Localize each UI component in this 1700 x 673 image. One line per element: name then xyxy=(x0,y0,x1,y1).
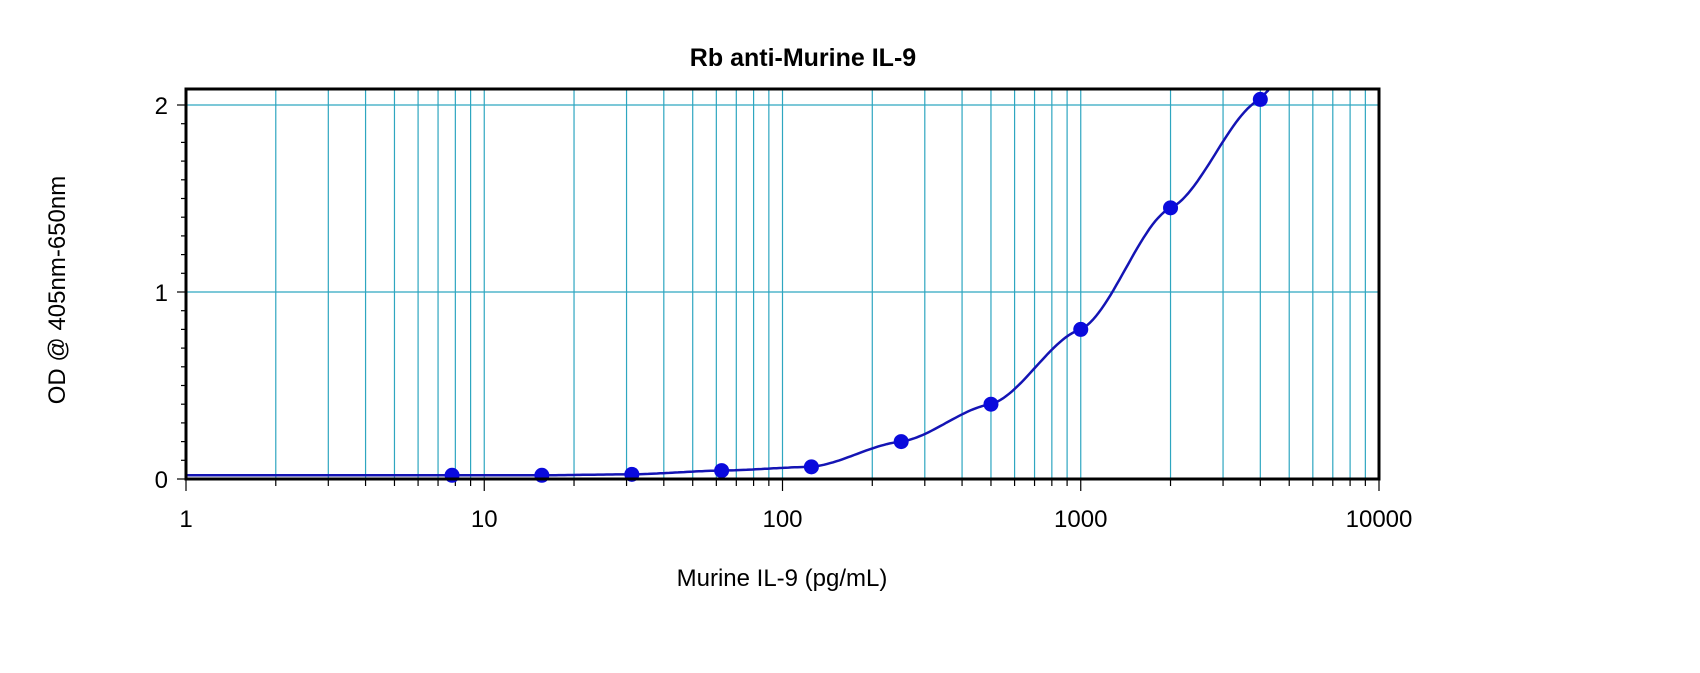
data-point xyxy=(983,396,999,412)
data-point xyxy=(444,467,460,483)
x-tick-label: 1 xyxy=(179,506,192,533)
fit-curve xyxy=(186,89,1270,477)
data-point xyxy=(893,434,909,450)
data-point xyxy=(534,467,550,483)
y-axis-label: OD @ 405nm-650nm xyxy=(44,176,71,404)
y-tick-label: 1 xyxy=(155,280,168,307)
x-tick-label: 10000 xyxy=(1346,506,1413,533)
x-tick-label: 100 xyxy=(762,506,802,533)
data-point xyxy=(714,463,730,479)
y-tick-label: 2 xyxy=(155,93,168,120)
data-point xyxy=(803,459,819,475)
chart-title: Rb anti-Murine IL-9 xyxy=(690,44,916,72)
data-point xyxy=(1252,91,1268,107)
curve-layer xyxy=(186,89,1270,477)
y-tick-label: 0 xyxy=(155,467,168,494)
data-point xyxy=(1163,200,1179,216)
grid-layer xyxy=(186,89,1379,479)
plot-frame xyxy=(184,87,1381,481)
x-tick-label: 1000 xyxy=(1054,506,1107,533)
point-layer xyxy=(444,91,1268,483)
x-axis-label: Murine IL-9 (pg/mL) xyxy=(677,565,888,592)
x-tick-label: 10 xyxy=(471,506,498,533)
data-point xyxy=(1073,321,1089,337)
